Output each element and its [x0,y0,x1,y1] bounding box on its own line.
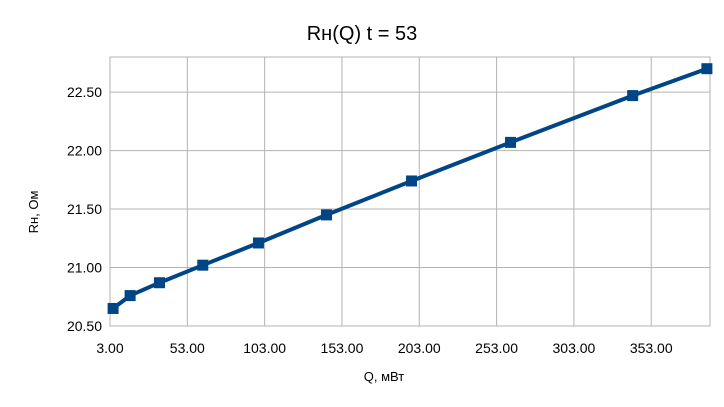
x-tick-label: 253.00 [475,340,518,356]
y-tick-label: 21.00 [67,260,102,276]
data-point-marker [627,90,639,102]
x-tick-label: 53.00 [170,340,205,356]
x-tick-label: 103.00 [243,340,286,356]
chart-title: Rн(Q) t = 53 [307,23,418,45]
x-tick-label: 3.00 [96,340,123,356]
data-point-marker [505,136,517,148]
y-tick-label: 21.50 [67,201,102,217]
grid [109,57,710,327]
series-line [111,66,708,311]
series-layer [107,63,713,314]
data-point-marker [124,290,136,302]
y-tick-label: 22.00 [67,143,102,159]
y-axis-ticks: 20.50 21.00 21.50 22.00 22.50 [67,84,102,334]
x-tick-label: 303.00 [553,340,596,356]
data-point-marker [197,259,209,271]
x-tick-label: 203.00 [398,340,441,356]
x-axis-ticks: 3.00 53.00 103.00 153.00 203.00 253.00 303.00 3… [96,340,672,356]
x-axis-label: Q, мВт [364,369,405,384]
data-point-marker [701,63,713,75]
data-point-marker [153,277,165,289]
data-point-marker [406,175,418,187]
y-axis-label: Rн, Ом [26,191,41,234]
plot-frame [109,56,711,327]
data-point-marker [320,209,332,221]
x-tick-label: 353.00 [630,340,673,356]
y-tick-label: 22.50 [67,84,102,100]
data-point-marker [107,302,119,314]
x-tick-label: 153.00 [321,340,364,356]
data-point-marker [252,237,264,249]
y-tick-label: 20.50 [67,318,102,334]
